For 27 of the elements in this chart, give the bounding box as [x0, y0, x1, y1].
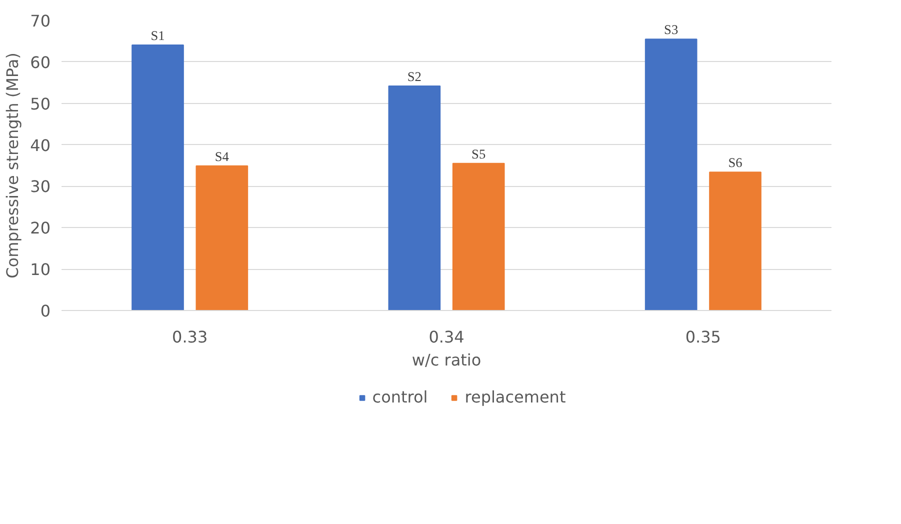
y-axis-title: Compressive strength (MPa)	[3, 52, 22, 278]
y-tick-label: 10	[30, 260, 50, 280]
bar	[452, 162, 505, 310]
data-label: S6	[728, 155, 743, 170]
data-label: S2	[407, 68, 422, 84]
y-tick-label: 50	[30, 94, 50, 114]
data-label: S5	[472, 146, 486, 162]
legend-label: control	[372, 388, 428, 406]
data-label: S4	[214, 148, 230, 164]
bar	[709, 172, 762, 310]
bar	[132, 44, 184, 310]
y-tick-label: 20	[30, 218, 50, 238]
y-tick-label: 40	[30, 136, 50, 155]
legend-label: replacement	[464, 388, 566, 406]
y-tick-label: 0	[40, 302, 51, 320]
bar	[196, 165, 248, 310]
x-tick-label: 0.35	[685, 328, 721, 346]
x-axis-title: w/c ratio	[412, 350, 482, 370]
y-tick-label: 30	[30, 177, 50, 196]
x-tick-label: 0.34	[428, 328, 464, 346]
x-tick-label: 0.33	[172, 328, 208, 346]
y-tick-label: 70	[30, 12, 50, 30]
data-label: S3	[664, 22, 678, 38]
data-label: S1	[150, 28, 165, 43]
bar	[388, 85, 441, 310]
bar	[644, 38, 698, 310]
y-tick-label: 60	[30, 52, 50, 72]
